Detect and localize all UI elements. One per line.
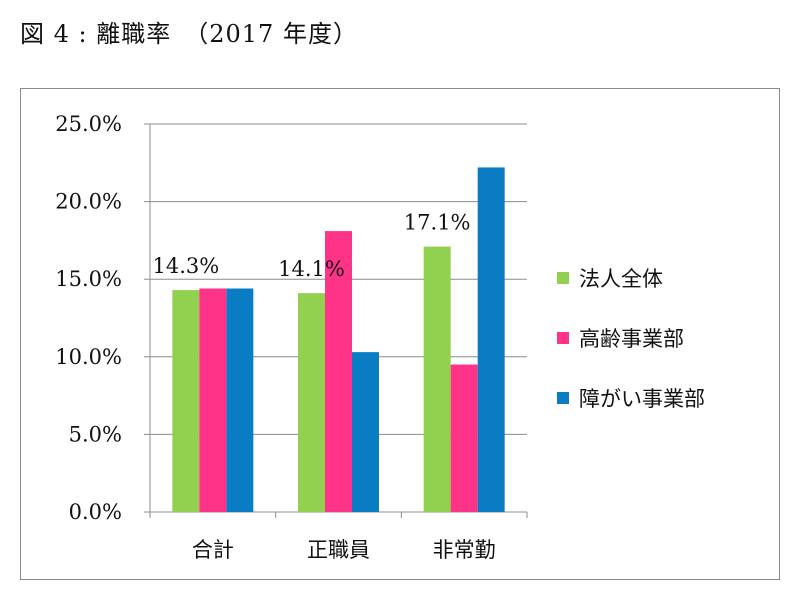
bar-2-3 bbox=[450, 364, 478, 512]
chart-title: 図 4 : 離職率 （2017 年度） bbox=[20, 20, 358, 48]
legend-swatch-1 bbox=[557, 272, 569, 284]
legend-swatch-2 bbox=[557, 332, 569, 344]
legend-swatch-3 bbox=[557, 392, 569, 404]
data-label-2: 14.1% bbox=[278, 257, 345, 281]
legend-item-1: 法人全体 bbox=[557, 262, 705, 294]
bar-1-2 bbox=[298, 293, 325, 512]
y-tick-label-3: 15.0% bbox=[55, 267, 122, 291]
x-tick-label-1: 合計 bbox=[192, 538, 234, 562]
legend-label-3: 障がい事業部 bbox=[579, 387, 705, 411]
bar-3-2 bbox=[352, 352, 379, 512]
bar-1-1 bbox=[172, 290, 200, 512]
x-tick-label-3: 非常勤 bbox=[433, 538, 496, 562]
y-tick-label-1: 5.0% bbox=[69, 422, 122, 446]
legend-item-3: 障がい事業部 bbox=[557, 382, 705, 414]
y-tick-label-5: 25.0% bbox=[55, 112, 122, 136]
data-label-1: 14.3% bbox=[152, 254, 219, 278]
bar-2-1 bbox=[199, 288, 227, 512]
legend-item-2: 高齢事業部 bbox=[557, 322, 705, 354]
legend-label-2: 高齢事業部 bbox=[579, 327, 684, 351]
bar-3-3 bbox=[477, 167, 505, 512]
chart-frame bbox=[20, 88, 780, 580]
bar-1-3 bbox=[423, 246, 451, 512]
data-label-3: 17.1% bbox=[404, 211, 471, 235]
bar-2-2 bbox=[325, 231, 352, 512]
y-tick-label-2: 10.0% bbox=[55, 345, 122, 369]
legend: 法人全体 高齢事業部 障がい事業部 bbox=[557, 262, 705, 442]
bar-3-1 bbox=[226, 288, 254, 512]
legend-label-1: 法人全体 bbox=[579, 267, 663, 291]
y-tick-label-0: 0.0% bbox=[69, 500, 122, 524]
x-tick-label-2: 正職員 bbox=[307, 538, 370, 562]
y-tick-label-4: 20.0% bbox=[55, 190, 122, 214]
